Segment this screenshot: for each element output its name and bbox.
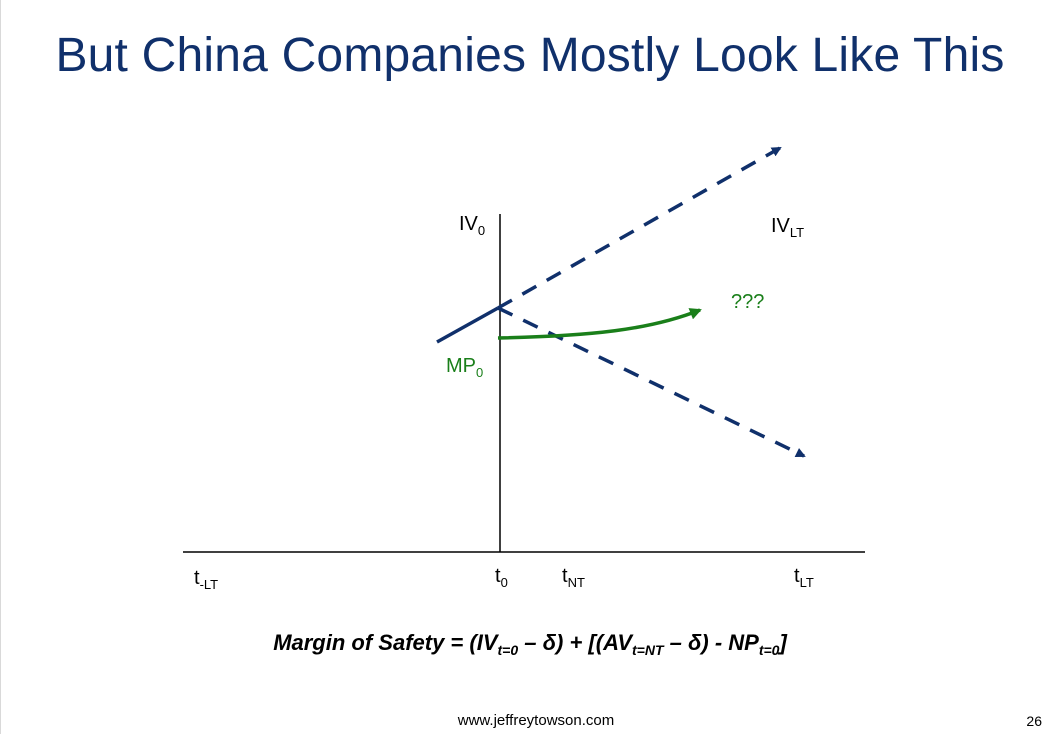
mp0-label: MP0 [446,355,484,380]
upside-projection-line [497,146,782,310]
t-nt-label: tNT [562,565,585,590]
margin-of-safety-formula: Margin of Safety = (IVt=0 – δ) + [(AVt=N… [273,630,787,658]
t0-label: t0 [495,565,508,590]
slide-left-border [0,0,1,734]
page-number: 26 [1026,713,1042,729]
downside-projection-line [497,306,806,458]
question-marks-label: ??? [731,291,765,313]
footer-url: www.jeffreytowson.com [457,712,615,729]
iv-lt-label: IVLT [771,215,805,240]
t-lt-label: tLT [794,565,814,590]
market-price-curve [497,308,702,340]
t-minus-lt-label: t-LT [194,567,219,592]
historical-value-line [436,306,499,344]
slide-title: But China Companies Mostly Look Like Thi… [55,29,1005,82]
iv0-label: IV0 [459,213,486,238]
